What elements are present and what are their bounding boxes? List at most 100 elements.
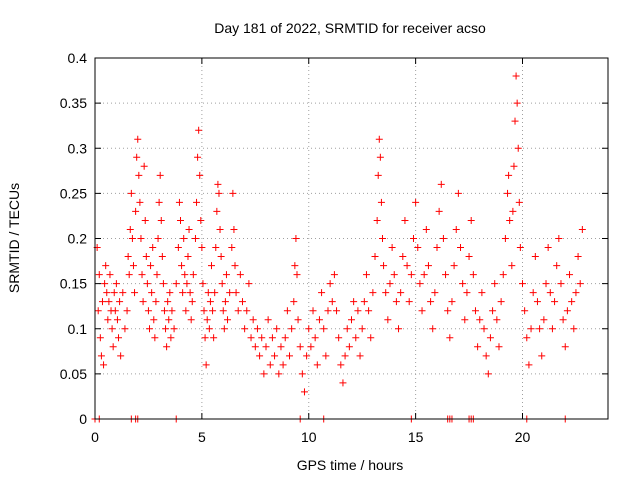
data-point [341,352,349,360]
data-point [471,307,479,315]
data-point [117,352,125,360]
data-point [174,244,182,252]
data-point [300,388,308,396]
data-point [476,316,484,324]
data-point [390,271,398,279]
data-point [296,343,304,351]
data-point [155,198,163,206]
data-point [376,153,384,161]
data-point [508,262,516,270]
data-point [450,262,458,270]
data-point [388,244,396,252]
data-point [115,334,123,342]
data-point [348,316,355,324]
data-point [97,352,105,360]
data-point [467,216,475,224]
data-point [401,216,409,224]
data-point [497,298,505,306]
data-point [293,271,301,279]
data-point [164,298,172,306]
data-point [403,262,411,270]
data-point [322,352,330,360]
data-point [180,235,188,242]
data-point [207,262,215,270]
y-tick-label: 0.1 [68,321,88,337]
x-tick-label: 5 [198,429,206,445]
data-point [210,334,218,342]
y-axis-ticks: 0 0.05 0.1 0.15 0.2 0.25 0.3 0.35 0.4 [60,50,608,427]
data-point [144,307,152,315]
data-point [362,271,370,279]
data-point [407,271,415,279]
data-point [124,253,132,261]
data-point [109,343,117,351]
data-point [386,280,394,288]
data-point [219,307,227,315]
y-tick-label: 0.4 [68,50,88,66]
data-point [307,343,315,351]
data-point [121,325,129,333]
data-point [230,225,238,233]
data-point [126,225,134,233]
data-point [216,225,224,233]
data-point [119,289,127,297]
data-point [298,370,306,378]
data-point [217,253,225,261]
data-point [566,271,574,279]
data-point [271,352,279,360]
data-point [94,307,102,315]
data-point [156,171,164,179]
data-point [181,271,189,279]
data-point [303,352,311,360]
data-point [209,307,217,315]
data-point [431,289,439,297]
data-point [127,189,135,197]
data-point [544,244,552,252]
data-point [459,280,467,288]
data-point [177,216,184,224]
data-point [484,370,492,378]
data-point [197,216,205,224]
data-point [194,153,202,161]
data-point [222,271,230,279]
data-point [241,325,249,333]
data-point [228,244,236,252]
data-point [148,289,156,297]
data-point [320,325,328,333]
x-tick-label: 0 [91,429,99,445]
data-point [138,271,146,279]
data-point [158,253,166,261]
data-point [268,334,276,342]
data-point [350,298,358,306]
data-point [288,325,296,333]
data-point [189,271,197,279]
data-point [555,235,563,242]
data-point [283,307,291,315]
data-point [448,298,456,306]
data-point [305,325,313,333]
data-point [461,316,469,324]
data-point [221,298,229,306]
data-point [495,343,503,351]
y-tick-label: 0.25 [60,185,87,201]
data-point [373,216,381,224]
data-point [212,244,220,252]
data-point [465,253,473,261]
data-point [200,307,208,315]
data-point [172,280,180,288]
data-point [226,289,234,297]
data-point [493,316,501,324]
data-point [202,361,210,369]
data-point [511,117,519,125]
data-point [343,325,351,333]
data-point [260,370,268,378]
data-point [452,225,460,233]
data-point [311,334,319,342]
data-point [418,307,426,315]
data-point [166,289,174,297]
data-point [277,343,285,351]
data-point [220,325,228,333]
data-point [275,370,283,378]
data-point [399,253,407,261]
data-point [149,244,157,252]
